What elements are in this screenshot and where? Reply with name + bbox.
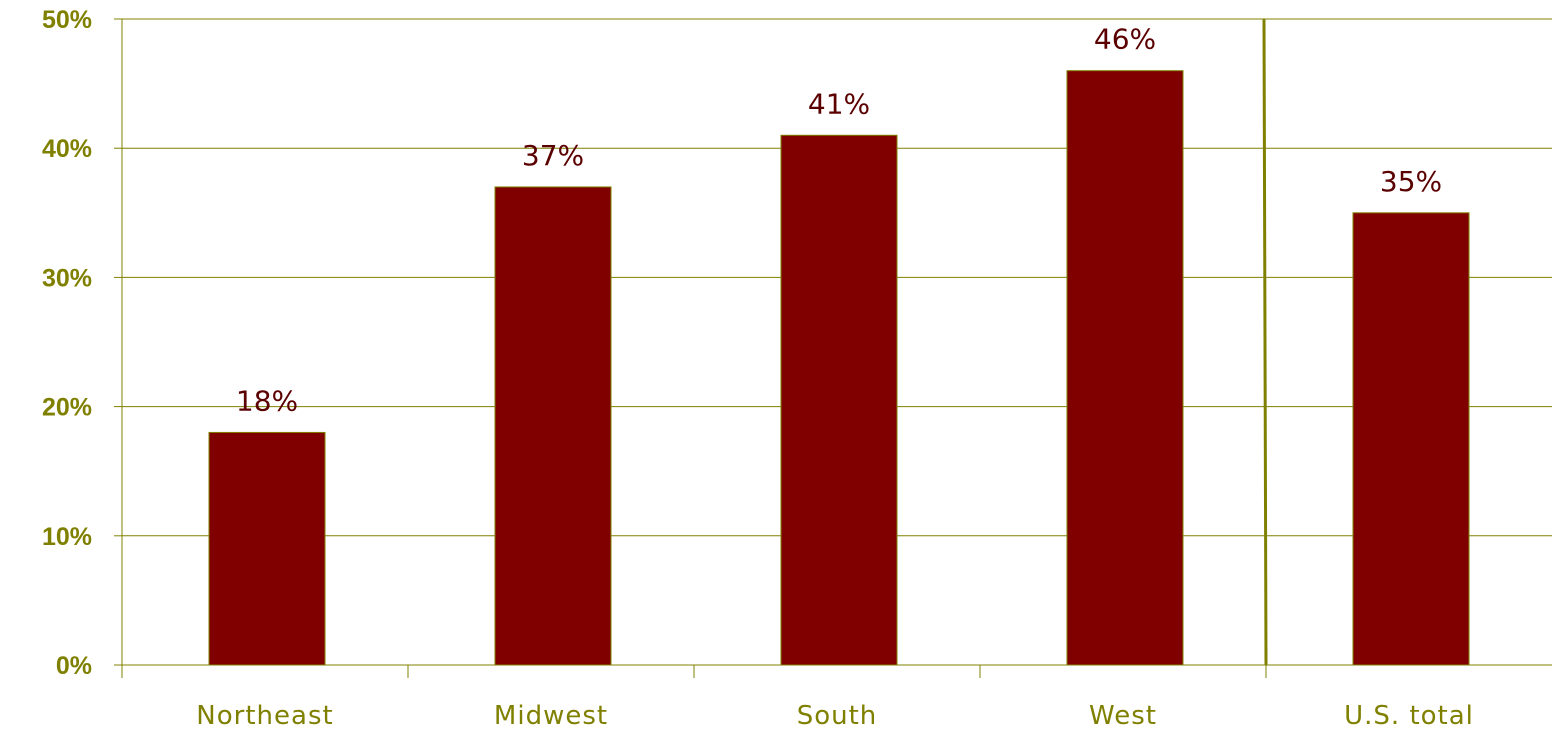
x-tick-label: Midwest bbox=[494, 701, 608, 729]
y-tick-label: 50% bbox=[42, 6, 92, 34]
x-tick-label: U.S. total bbox=[1344, 701, 1474, 729]
labels: 0% 10% 20% 30% 40% 50% 18% Northeast 37% Midwest 4… bbox=[42, 6, 1474, 729]
y-tick-label: 30% bbox=[42, 264, 92, 292]
y-tick-label: 40% bbox=[42, 135, 92, 163]
axes bbox=[114, 18, 1552, 678]
bar bbox=[780, 134, 898, 666]
separator-line bbox=[1262, 18, 1268, 666]
data-label: 41% bbox=[808, 87, 870, 120]
bar bbox=[208, 431, 326, 666]
bar bbox=[494, 186, 612, 666]
bars bbox=[208, 70, 1470, 666]
bar bbox=[1352, 212, 1470, 666]
y-tick-label: 10% bbox=[42, 523, 92, 551]
y-tick-label: 0% bbox=[56, 652, 92, 680]
data-label: 18% bbox=[236, 384, 298, 417]
x-tick-label: Northeast bbox=[196, 701, 333, 729]
bar bbox=[1066, 70, 1184, 666]
data-label: 37% bbox=[522, 139, 584, 172]
x-tick-label: West bbox=[1089, 701, 1157, 729]
data-label: 35% bbox=[1380, 165, 1442, 198]
data-label: 46% bbox=[1094, 23, 1156, 56]
x-tick-label: South bbox=[797, 701, 878, 729]
y-tick-label: 20% bbox=[42, 394, 92, 422]
